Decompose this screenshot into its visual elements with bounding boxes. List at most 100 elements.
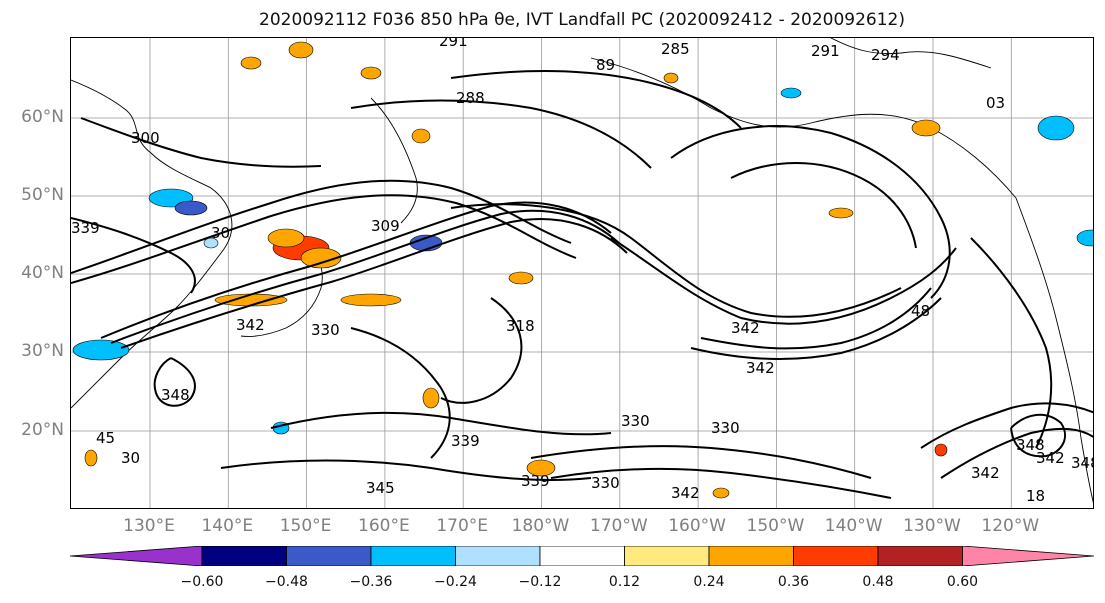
contour-label: 30	[211, 224, 230, 242]
colorbar-segment	[877, 545, 963, 567]
colorbar-tick-label: 0.24	[693, 574, 725, 590]
latitude-label: 60°N	[21, 107, 64, 127]
colorbar-segment	[201, 545, 287, 567]
contour-label: 18	[1026, 487, 1045, 505]
colorbar-segment	[793, 545, 879, 567]
anomaly-patch	[934, 443, 948, 457]
contour-label: 330	[591, 474, 620, 492]
contour-label: 291	[811, 42, 840, 60]
contour-line	[1010, 413, 1066, 458]
longitude-label: 140°W	[824, 516, 883, 536]
shaded-anomaly-field	[72, 41, 1093, 499]
contour-label: 30	[121, 449, 140, 467]
colorbar-upper-extension	[962, 545, 1095, 567]
longitude-label: 150°E	[279, 516, 332, 536]
latitude-label: 20°N	[21, 420, 64, 440]
colorbar-tick-label: −0.36	[349, 574, 393, 590]
contour-line	[71, 179, 572, 274]
contour-label: 285	[661, 40, 690, 58]
anomaly-patch	[84, 449, 98, 467]
contour-label: 348	[161, 386, 190, 404]
anomaly-patch	[911, 119, 941, 137]
colorbar-tick-label: 0.60	[946, 574, 979, 590]
contour-line	[450, 203, 902, 318]
colorbar-tick-label: −0.48	[265, 574, 308, 590]
contour-label: 345	[366, 479, 395, 497]
contour-line	[350, 327, 451, 459]
contour-line	[153, 357, 196, 407]
anomaly-patch	[174, 200, 208, 216]
latitude-label: 50°N	[21, 185, 64, 205]
longitude-label: 130°E	[123, 516, 175, 536]
anomaly-patch	[267, 228, 305, 248]
contour-line	[920, 402, 1093, 449]
latitude-label: 40°N	[21, 263, 64, 283]
contour-line	[120, 218, 628, 349]
longitude-label: 170°W	[589, 516, 648, 536]
longitude-label: 160°E	[358, 516, 410, 536]
longitude-label: 180°W	[511, 516, 570, 536]
contour-label: 339	[71, 219, 100, 237]
longitude-label: 160°W	[668, 516, 726, 536]
anomaly-patch	[422, 387, 440, 409]
colorbar-lower-extension	[69, 545, 203, 567]
contour-label: 288	[456, 89, 485, 107]
colorbar-tick-label: −0.12	[518, 574, 562, 590]
anomaly-patch	[203, 237, 219, 249]
coastline-north-america	[1015, 197, 1093, 504]
contour-label: 291	[439, 38, 468, 50]
anomaly-patch	[340, 293, 402, 307]
contour-label: 330	[621, 412, 650, 430]
longitude-label: 140°E	[201, 516, 254, 536]
contour-label: 48	[911, 302, 930, 320]
contour-label: 339	[521, 472, 550, 490]
contour-line	[71, 194, 577, 284]
coastline-kamchatka	[370, 97, 418, 224]
colorbar-segment	[708, 545, 794, 567]
contour-label: 342	[1036, 449, 1065, 467]
contour-label: 342	[746, 359, 775, 377]
contour-line	[270, 411, 612, 436]
anomaly-patch	[712, 487, 730, 499]
contour-label: 294	[871, 46, 900, 64]
contour-line	[730, 162, 917, 249]
longitude-label: 150°W	[746, 516, 805, 536]
contour-line	[670, 125, 951, 299]
contour-line	[350, 99, 652, 169]
colorbar-tick-label: −0.24	[434, 574, 477, 590]
anomaly-patch	[300, 247, 342, 269]
latitude-label: 30°N	[21, 341, 64, 361]
contour-line	[610, 237, 957, 325]
contour-line	[970, 237, 1053, 449]
anomaly-patch	[526, 459, 556, 477]
contour-line	[220, 459, 592, 481]
colorbar-segment	[624, 545, 710, 567]
contour-line	[530, 445, 872, 479]
anomaly-patch	[663, 72, 679, 84]
anomaly-patch	[1076, 229, 1093, 247]
colorbar-tick-label: 0.12	[608, 574, 641, 590]
contour-label: 45	[96, 429, 115, 447]
graticule	[71, 38, 1093, 508]
contour-label: 03	[986, 94, 1005, 112]
map-title: 2020092112 F036 850 hPa θe, IVT Landfall…	[259, 10, 905, 30]
colorbar-segment	[370, 545, 456, 567]
coastline-arctic	[830, 38, 992, 69]
colorbar	[69, 545, 1095, 570]
contour-line	[110, 209, 620, 344]
colorbar-segment	[286, 545, 372, 567]
contour-label: 342	[236, 316, 265, 334]
contour-label: 309	[371, 217, 400, 235]
contour-line	[700, 287, 932, 350]
contour-line	[440, 297, 523, 404]
contour-label: 342	[671, 484, 700, 502]
longitude-label: 120°W	[981, 516, 1040, 536]
anomaly-patch	[240, 56, 262, 70]
colorbar-tick-label: 0.36	[777, 574, 810, 590]
anomaly-patch	[780, 87, 802, 99]
colorbar-tick-label: 0.48	[862, 574, 894, 590]
contour-line	[80, 117, 322, 168]
map-panel: 291 285 291 294 288 89 03 300 309 30 342 330 318 348 3…	[70, 37, 1094, 509]
contour-label: 342	[971, 464, 1000, 482]
